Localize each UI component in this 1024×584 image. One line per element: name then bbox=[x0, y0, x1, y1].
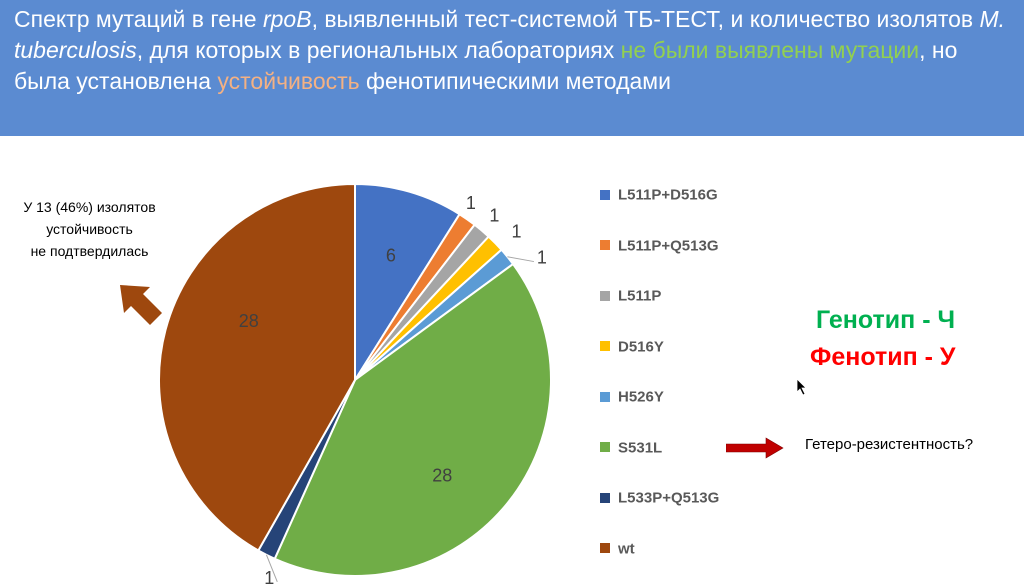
pie-slice-l511p-d516g bbox=[354, 182, 461, 384]
legend-swatch bbox=[600, 189, 610, 200]
legend-label: wt bbox=[618, 539, 635, 557]
legend-item-l511p: L511P bbox=[600, 287, 661, 309]
legend-label: L533P+Q513G bbox=[618, 489, 720, 507]
pie-data-label-1: 6 bbox=[386, 246, 396, 266]
legend-label: D516Y bbox=[618, 337, 664, 355]
legend-label: L511P+Q513G bbox=[618, 236, 719, 254]
legend-swatch bbox=[600, 290, 610, 301]
legend-item-l511p-q513g: L511P+Q513G bbox=[600, 237, 719, 259]
brown-arrow-up-left-icon bbox=[120, 285, 162, 325]
genotype-label: Генотип - Ч bbox=[816, 306, 956, 334]
legend-swatch bbox=[600, 543, 610, 554]
hetero-resistance-label: Гетеро-резистентность? bbox=[805, 436, 974, 453]
title-text-3: , для которых в региональных лаборатория… bbox=[136, 37, 621, 63]
note-line-3: не подтвердилась bbox=[30, 243, 149, 259]
title-highlight-green: не были выявлены мутации bbox=[620, 37, 920, 63]
legend-swatch bbox=[600, 492, 610, 503]
pie-data-label-5: 1 bbox=[537, 248, 547, 268]
title-organism: M. tuberculosis bbox=[14, 6, 1006, 63]
red-arrow-right-icon bbox=[726, 437, 784, 459]
legend-label: L511P bbox=[618, 287, 662, 305]
pie-slice-s531l bbox=[273, 262, 552, 577]
mouse-cursor-icon bbox=[796, 378, 807, 396]
note-line-1: У 13 (46%) изолятов bbox=[23, 199, 156, 215]
title-text-5: фенотипическими методами bbox=[359, 68, 671, 94]
pie-data-label-4: 1 bbox=[512, 221, 522, 241]
title-banner: Спектр мутаций в гене rpoB, выявленный т… bbox=[0, 0, 1024, 136]
title-text-4: , но была установлена bbox=[14, 37, 958, 94]
pie-data-label-3: 1 bbox=[489, 206, 499, 226]
legend-swatch bbox=[600, 391, 610, 402]
title-text-1: Спектр мутаций в гене bbox=[14, 6, 263, 32]
legend-swatch bbox=[600, 341, 610, 352]
legend-item-h526y: H526Y bbox=[600, 388, 664, 410]
legend-item-wt: wt bbox=[600, 540, 635, 562]
pie-slice-wt bbox=[158, 182, 356, 552]
pie-data-label-2: 1 bbox=[466, 193, 476, 213]
title-highlight-orange: устойчивость bbox=[217, 68, 360, 94]
title-gene: rpoB bbox=[262, 6, 312, 32]
note-line-2: устойчивость bbox=[46, 221, 133, 237]
title-text-2: , выявленный тест-системой ТБ-ТЕСТ, и ко… bbox=[311, 6, 980, 32]
isolates-note: У 13 (46%) изолятов устойчивость не подт… bbox=[2, 196, 177, 262]
pie-data-label-6: 28 bbox=[432, 465, 452, 485]
legend-item-d516y: D516Y bbox=[600, 338, 664, 360]
legend-label: S531L bbox=[618, 438, 663, 456]
legend-label: L511P+D516G bbox=[618, 186, 718, 204]
legend-label: H526Y bbox=[618, 388, 664, 406]
phenotype-label: Фенотип - У bbox=[810, 343, 956, 371]
legend-item-l511p-d516g: L511P+D516G bbox=[600, 186, 718, 208]
legend-item-l533p-q513g: L533P+Q513G bbox=[600, 489, 719, 511]
legend-swatch bbox=[600, 442, 610, 453]
pie-data-label-8: 28 bbox=[239, 311, 259, 331]
pie-leader-line-7 bbox=[265, 554, 278, 583]
pie-leader-line-5 bbox=[507, 256, 535, 263]
legend-swatch bbox=[600, 240, 610, 251]
legend-item-s531l: S531L bbox=[600, 439, 662, 461]
pie-data-label-7: 1 bbox=[264, 568, 274, 584]
slide-title: Спектр мутаций в гене rpoB, выявленный т… bbox=[14, 4, 1014, 97]
